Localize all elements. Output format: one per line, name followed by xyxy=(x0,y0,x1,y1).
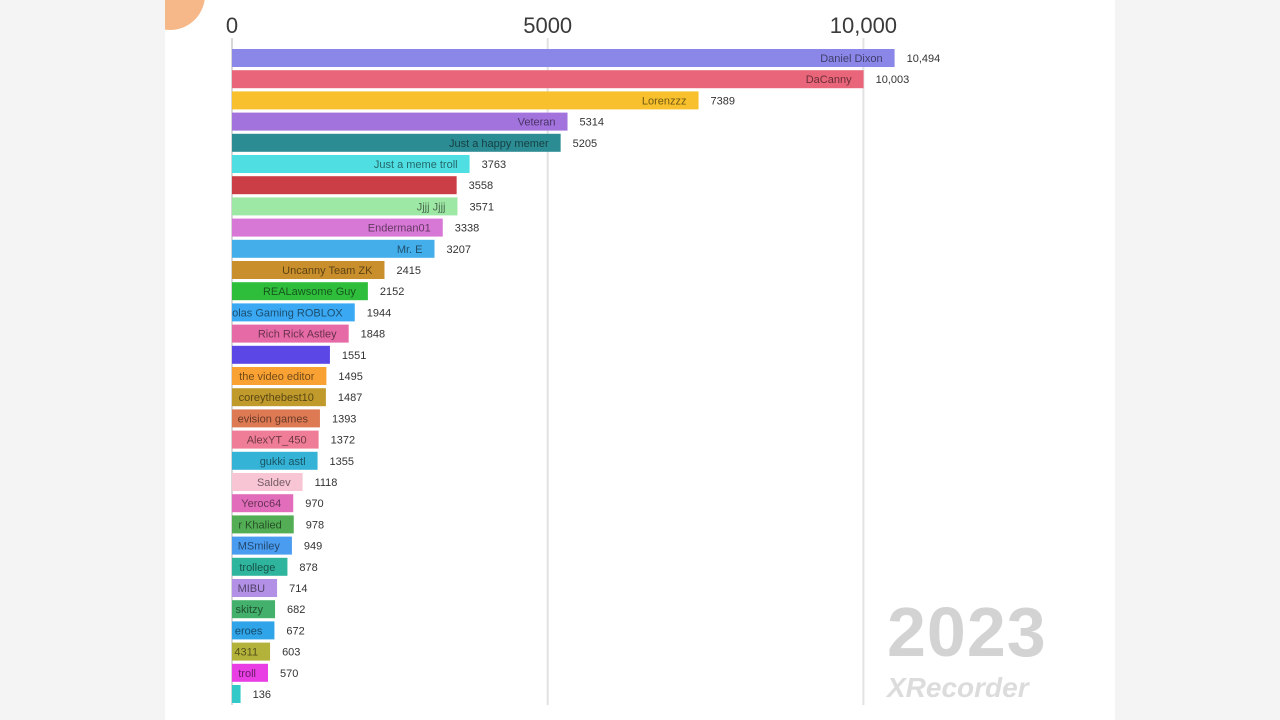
bar-value-label: 1944 xyxy=(367,307,391,319)
bar-value-label: 682 xyxy=(287,604,305,616)
bar-value-label: 603 xyxy=(282,647,300,659)
bar xyxy=(232,218,443,237)
bar-value-label: 3763 xyxy=(482,159,506,171)
bar-name-label: Yeroc64 xyxy=(241,498,281,510)
bar-value-label: 1487 xyxy=(338,392,362,404)
bar-name-label: Jjjj Jjjj xyxy=(417,201,446,213)
bar xyxy=(232,579,278,597)
recorder-watermark: XRecorder xyxy=(887,672,1029,703)
bar-value-label: 3558 xyxy=(469,180,493,192)
bar-name-label: eroes xyxy=(235,625,263,637)
bar-name-label: Uncanny Team ZK xyxy=(282,265,373,277)
bar-value-label: 1848 xyxy=(361,329,385,341)
bar-name-label: evision games xyxy=(238,413,309,425)
bar-value-label: 3207 xyxy=(446,244,470,256)
bar xyxy=(232,663,268,682)
bar xyxy=(232,536,292,555)
bar-name-label: Lorenzzz xyxy=(642,95,687,107)
bar-value-label: 10,003 xyxy=(876,74,910,86)
bar xyxy=(232,515,294,534)
bar-name-label: Daniel Dixon xyxy=(820,53,882,65)
bar xyxy=(232,621,275,640)
bar xyxy=(232,49,895,67)
bar-name-label: trollege xyxy=(239,562,275,574)
x-tick-label: 0 xyxy=(226,13,238,38)
bars: Daniel Dixon 10,494 DaCanny 10,003 Lorenzzz 7… xyxy=(232,49,940,703)
bar-value-label: 1495 xyxy=(338,371,362,383)
bar xyxy=(232,494,294,513)
bar xyxy=(232,430,319,449)
bar xyxy=(232,176,457,195)
bar-value-label: 672 xyxy=(286,625,304,637)
bar-value-label: 1118 xyxy=(315,477,338,489)
bar-value-label: 2152 xyxy=(380,286,404,298)
bar xyxy=(232,197,458,216)
bar-name-label: Just a happy memer xyxy=(449,138,549,150)
bar-value-label: 1551 xyxy=(342,350,366,362)
bar xyxy=(232,70,864,89)
bar-value-label: 1372 xyxy=(331,435,355,447)
bar-name-label: troll xyxy=(238,668,256,680)
bar xyxy=(232,409,320,428)
bar-value-label: 878 xyxy=(299,562,317,574)
bar-value-label: 2415 xyxy=(396,265,420,277)
bar-name-label: MSmiley xyxy=(238,541,281,553)
bar-name-label: r Khalied xyxy=(238,519,281,531)
bar xyxy=(232,303,355,322)
bar-value-label: 970 xyxy=(305,498,323,510)
bar-name-label: olas Gaming ROBLOX xyxy=(232,307,343,319)
bar xyxy=(232,282,368,301)
bar xyxy=(232,91,699,110)
bar xyxy=(232,239,435,258)
bar-value-label: 136 xyxy=(253,689,271,701)
bar-name-label: Veteran xyxy=(518,117,556,129)
bar-value-label: 5205 xyxy=(573,138,597,150)
x-tick-label: 5000 xyxy=(523,13,572,38)
bar-value-label: 570 xyxy=(280,668,298,680)
bar xyxy=(232,388,326,407)
bar-name-label: Saldev xyxy=(257,477,291,489)
bar-name-label: coreythebest10 xyxy=(239,392,314,404)
bar xyxy=(232,133,561,152)
bar-name-label: gukki astl xyxy=(260,456,306,468)
bar-value-label: 714 xyxy=(289,583,307,595)
bar xyxy=(232,451,318,470)
bar xyxy=(232,473,303,491)
bar-name-label: MIBU xyxy=(238,583,266,595)
bar xyxy=(232,324,349,343)
bar-name-label: skitzy xyxy=(236,604,264,616)
bar-name-label: DaCanny xyxy=(806,74,852,86)
bar xyxy=(232,345,330,364)
bar-value-label: 5314 xyxy=(580,117,604,129)
bar xyxy=(232,155,470,173)
bar xyxy=(232,367,327,385)
x-tick-label: 10,000 xyxy=(830,13,897,38)
bar-name-label: 4311 xyxy=(234,647,258,659)
bar-chart-race: 0 5000 10,000 Daniel Dixon 10,494 DaCanny 10,… xyxy=(226,13,940,705)
bar xyxy=(232,642,271,661)
bar xyxy=(232,261,385,279)
bar-value-label: 978 xyxy=(306,519,324,531)
bar-name-label: Just a meme troll xyxy=(374,159,458,171)
bar-value-label: 3338 xyxy=(455,223,479,235)
bar-value-label: 7389 xyxy=(711,95,735,107)
bar-name-label: Mr. E xyxy=(397,244,423,256)
bar-name-label: REALawsome Guy xyxy=(263,286,356,298)
x-axis-ticks: 0 5000 10,000 xyxy=(226,13,897,38)
bar-value-label: 1393 xyxy=(332,413,356,425)
bar xyxy=(232,600,276,619)
bar-name-label: AlexYT_450 xyxy=(247,435,307,447)
bar-name-label: the video editor xyxy=(239,371,315,383)
bar xyxy=(232,112,568,131)
bar-value-label: 949 xyxy=(304,541,322,553)
bar xyxy=(232,685,241,703)
bar-value-label: 3571 xyxy=(469,201,493,213)
bar xyxy=(232,557,288,576)
chart-frame: 0 5000 10,000 Daniel Dixon 10,494 DaCanny 10,… xyxy=(165,0,1115,720)
bar-value-label: 10,494 xyxy=(907,53,941,65)
bar-value-label: 1355 xyxy=(330,456,354,468)
bar-name-label: Rich Rick Astley xyxy=(258,329,337,341)
bar-name-label: Enderman01 xyxy=(368,223,431,235)
year-label: 2023 xyxy=(887,593,1047,671)
